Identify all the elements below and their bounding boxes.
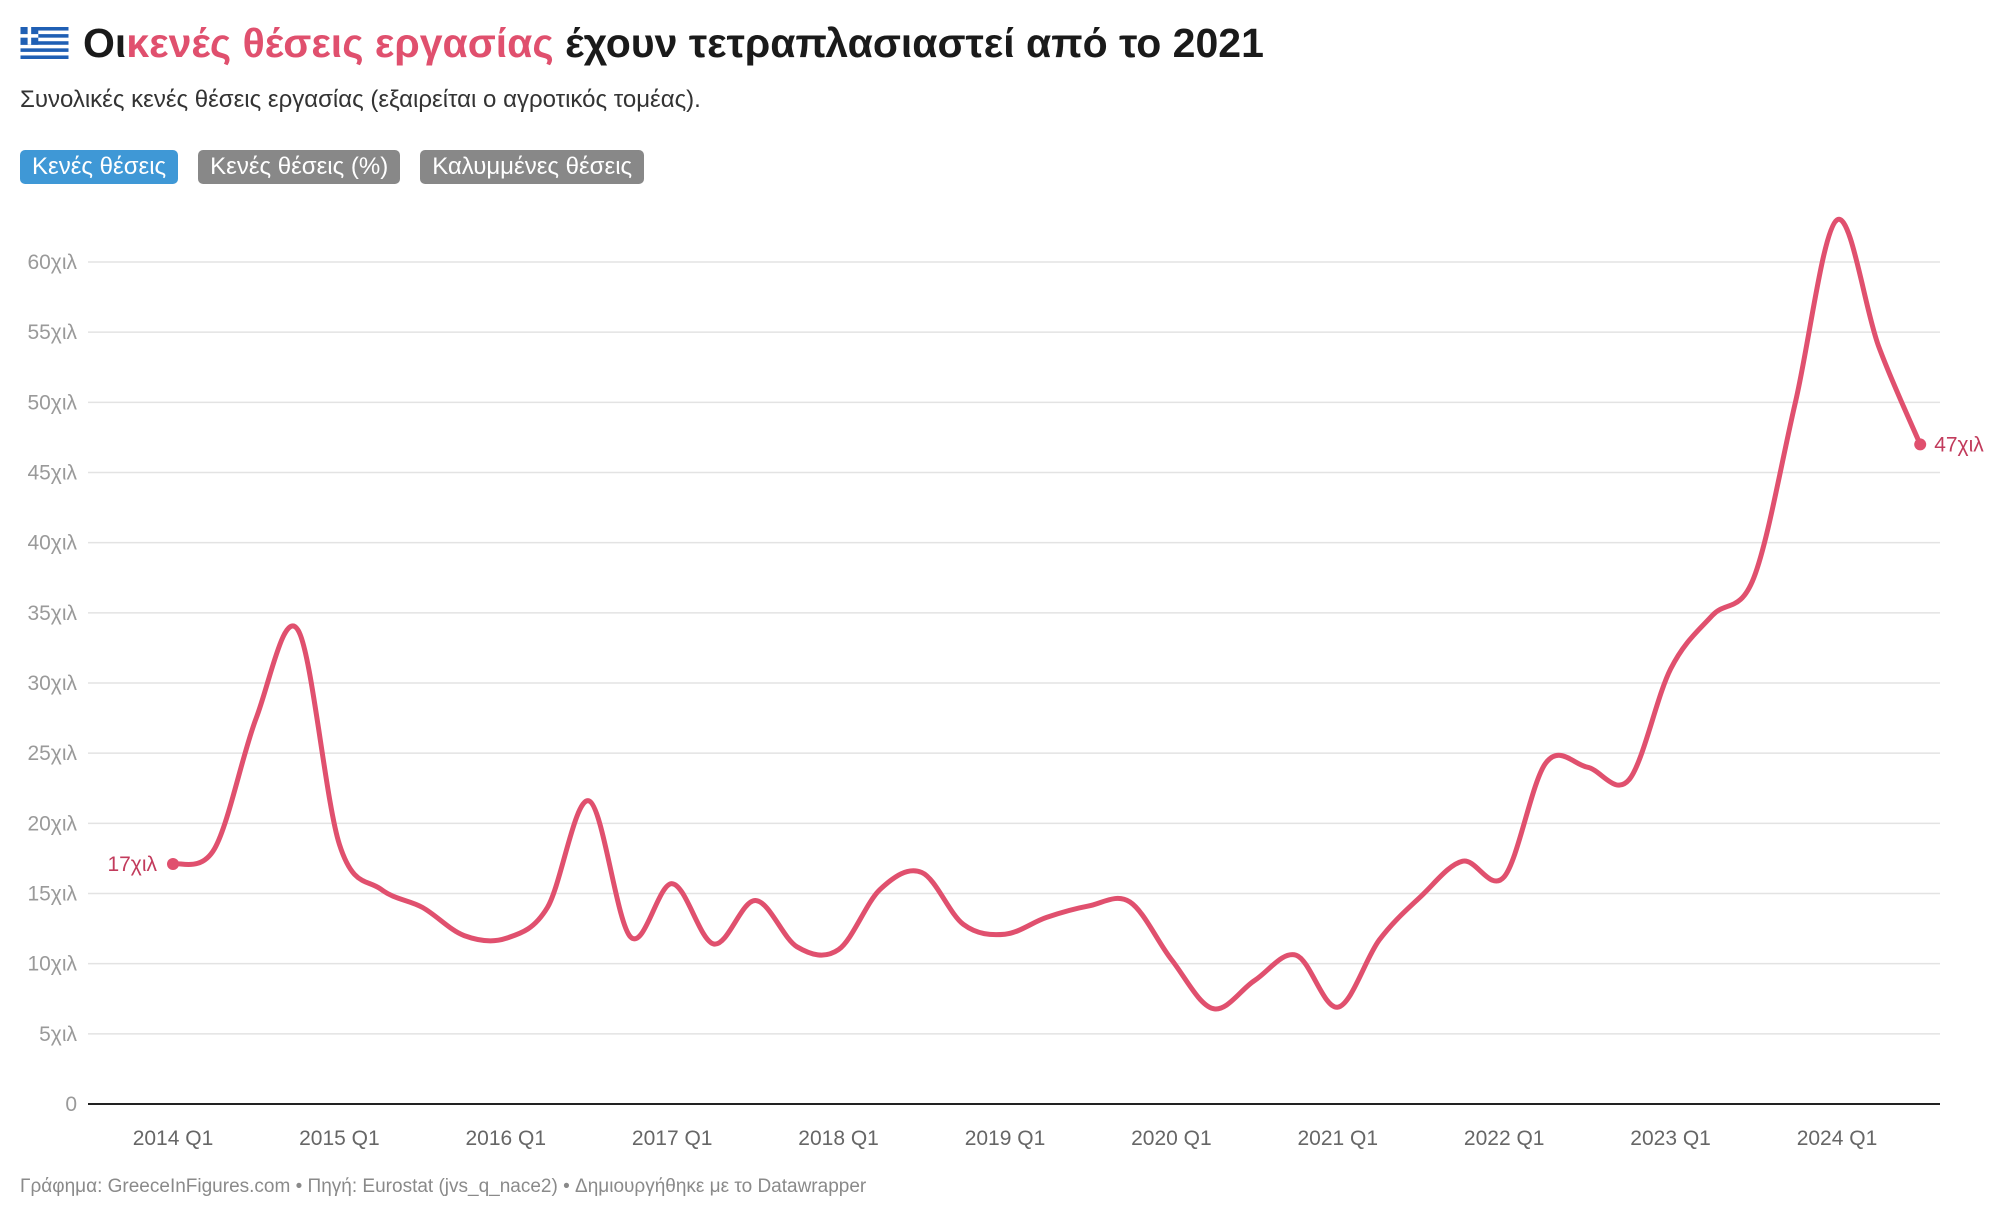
data-labels: 17χιλ 47χιλ xyxy=(107,433,1984,876)
chart-footer: Γράφημα: GreeceInFigures.com • Πηγή: Eur… xyxy=(20,1176,867,1197)
tab-vacancies-percent[interactable]: Κενές θέσεις (%) xyxy=(198,150,401,184)
endpoint-marker xyxy=(1914,438,1927,451)
title-highlight: κενές θέσεις εργασίας xyxy=(126,20,554,66)
chart-subtitle: Συνολικές κενές θέσεις εργασίας (εξαιρεί… xyxy=(20,86,701,113)
series-line xyxy=(170,217,1923,1012)
tab-vacancies[interactable]: Κενές θέσεις xyxy=(20,150,179,184)
y-tick-label: 50χιλ xyxy=(27,391,77,414)
y-tick-label: 45χιλ xyxy=(27,462,77,485)
x-tick-label: 2015 Q1 xyxy=(299,1127,380,1150)
title-suffix: έχουν τετραπλασιαστεί από το 2021 xyxy=(553,20,1264,66)
x-tick-label: 2017 Q1 xyxy=(632,1127,713,1150)
x-axis: 2014 Q1 2015 Q1 2016 Q1 2017 Q1 2018 Q1 2019 … xyxy=(133,1127,1878,1150)
data-points xyxy=(167,438,1927,871)
y-tick-label: 10χιλ xyxy=(27,953,77,976)
y-tick-label: 55χιλ xyxy=(27,321,77,344)
greece-flag-icon xyxy=(20,27,69,59)
x-tick-label: 2014 Q1 xyxy=(133,1127,214,1150)
x-tick-label: 2023 Q1 xyxy=(1630,1127,1711,1150)
x-tick-label: 2020 Q1 xyxy=(1131,1127,1212,1150)
data-label: 47χιλ xyxy=(1934,433,1984,456)
y-tick-label: 0 xyxy=(65,1093,77,1116)
chart-tabs: Κενές θέσεις Κενές θέσεις (%) Καλυμμένες… xyxy=(20,150,645,184)
y-tick-label: 20χιλ xyxy=(27,812,77,835)
y-tick-label: 35χιλ xyxy=(27,602,77,625)
y-tick-label: 30χιλ xyxy=(27,672,77,695)
y-tick-label: 15χιλ xyxy=(27,883,77,906)
title-prefix: Οι xyxy=(83,20,127,66)
chart-header: Οι κενές θέσεις εργασίας έχουν τετραπλασ… xyxy=(20,18,1980,114)
y-tick-label: 40χιλ xyxy=(27,532,77,555)
x-tick-label: 2022 Q1 xyxy=(1464,1127,1545,1150)
x-tick-label: 2021 Q1 xyxy=(1298,1127,1379,1150)
y-tick-label: 25χιλ xyxy=(27,742,77,765)
endpoint-marker xyxy=(167,858,179,871)
y-tick-label: 60χιλ xyxy=(27,251,77,274)
y-tick-label: 5χιλ xyxy=(39,1023,77,1046)
grid-lines xyxy=(88,261,1940,1035)
data-label: 17χιλ xyxy=(107,853,157,876)
tab-filled-positions[interactable]: Καλυμμένες θέσεις xyxy=(420,150,645,184)
chart-title: Οι κενές θέσεις εργασίας έχουν τετραπλασ… xyxy=(20,18,1980,68)
y-axis: 0 5χιλ 10χιλ 15χιλ 20χιλ 25χιλ 30χιλ 35χιλ 40χιλ… xyxy=(27,251,77,1116)
x-tick-label: 2016 Q1 xyxy=(466,1127,547,1150)
x-tick-label: 2019 Q1 xyxy=(965,1127,1046,1150)
x-tick-label: 2018 Q1 xyxy=(798,1127,879,1150)
x-tick-label: 2024 Q1 xyxy=(1797,1127,1878,1150)
